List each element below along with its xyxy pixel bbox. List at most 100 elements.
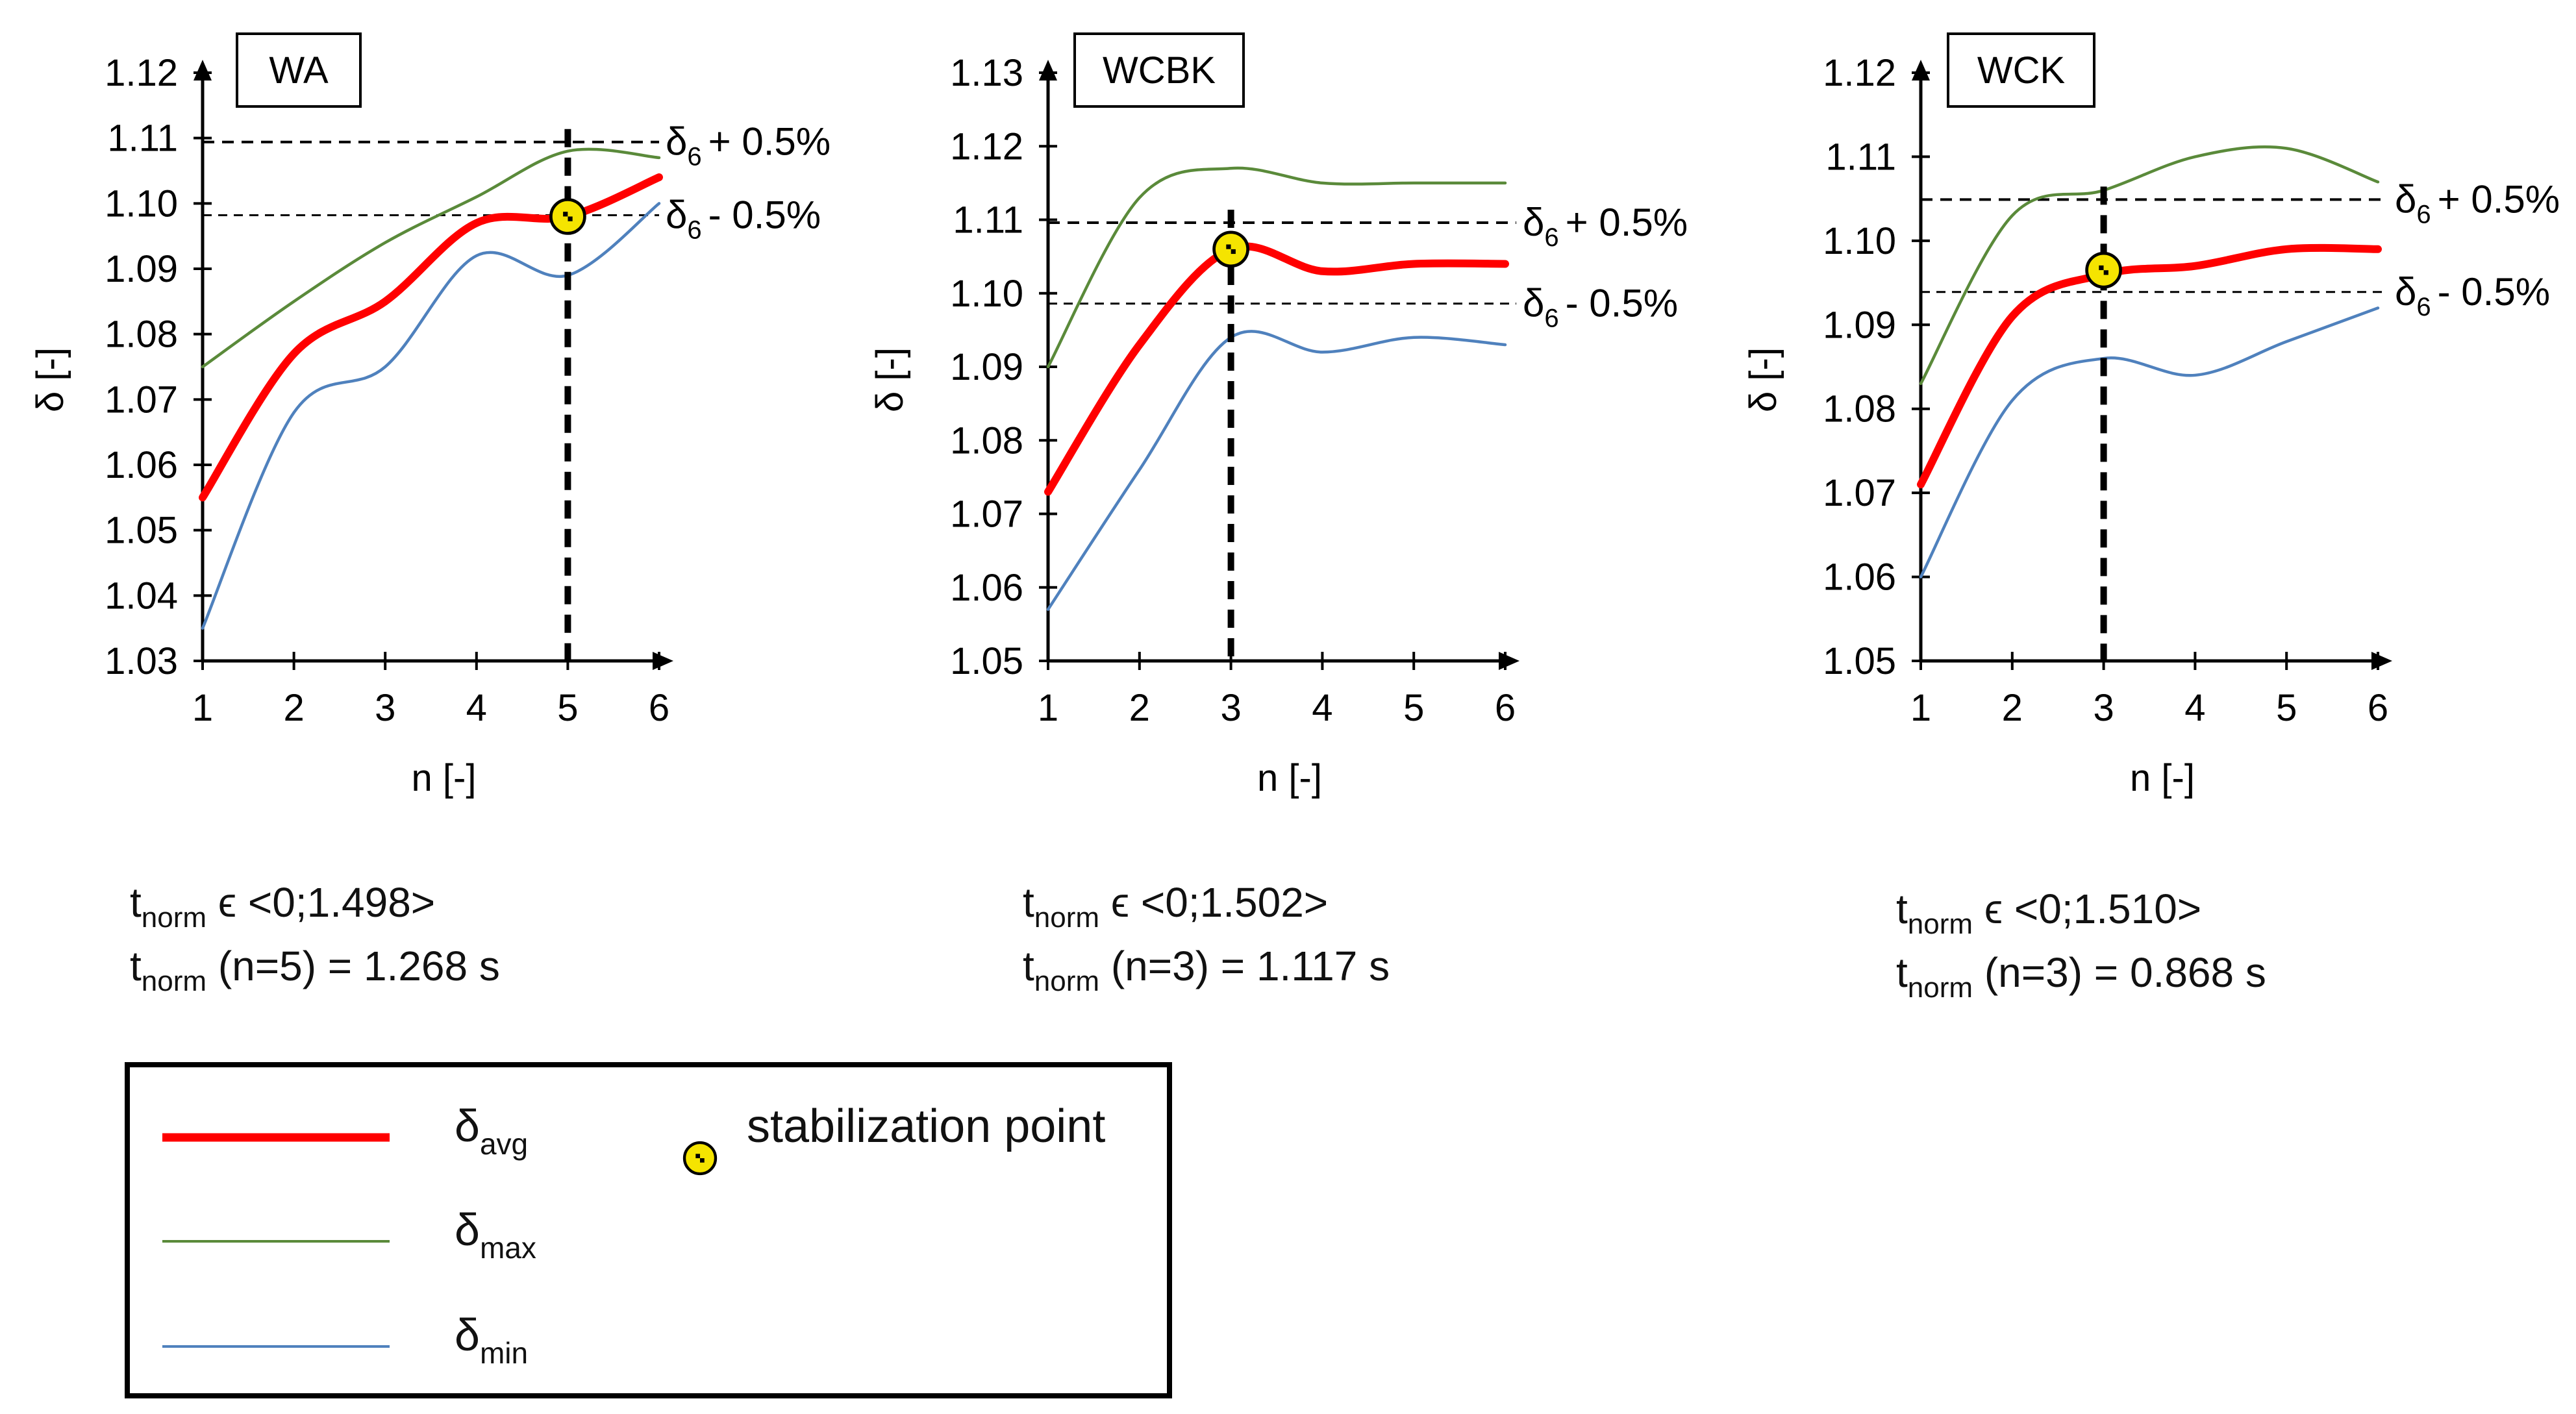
stabilization-marker-check-d (2099, 270, 2104, 275)
y-tick-label: 1.08 (1823, 388, 1896, 430)
band-upper-label: δ6 + 0.5% (2395, 177, 2560, 229)
legend-label-stabilization: stabilization point (747, 1100, 1106, 1152)
x-axis-label: n [-] (2130, 757, 2195, 799)
band-symbol: δ (1523, 282, 1544, 325)
x-tick-label: 6 (1495, 687, 1516, 729)
x-tick-label: 2 (283, 687, 304, 729)
y-tick-label: 1.12 (105, 52, 178, 94)
legend-min-sub: min (479, 1336, 529, 1370)
legend-min-symbol: δ (455, 1309, 480, 1360)
series-delta-avg (199, 173, 663, 502)
y-tick-label: 1.04 (105, 575, 178, 617)
band-symbol: δ (1523, 201, 1544, 244)
tnorm-sub: norm (1907, 908, 1973, 940)
x-axis-arrow (1499, 652, 1519, 670)
x-tick-label: 5 (2276, 687, 2297, 729)
y-tick-label: 1.11 (953, 199, 1023, 242)
tnorm-sub: norm (141, 965, 207, 997)
x-tick-label: 2 (1129, 687, 1150, 729)
y-tick-label: 1.06 (950, 567, 1023, 609)
stabilization-marker-check-a (2099, 265, 2104, 271)
legend-stabilization-marker (682, 1141, 718, 1176)
tnorm-value: (n=5) = 1.268 s (218, 943, 500, 989)
tnorm-sub: norm (1907, 972, 1973, 1004)
x-tick-label: 3 (1220, 687, 1241, 729)
legend-line-max (162, 1240, 390, 1243)
tnorm-range-value: ϵ <0;1.498> (218, 879, 436, 926)
band-upper-label: δ6 + 0.5% (666, 120, 831, 171)
y-tick-label: 1.12 (950, 125, 1023, 167)
tnorm-symbol: t (1023, 943, 1034, 989)
stabilization-marker-check-a (1226, 244, 1231, 249)
y-tick-label: 1.09 (950, 346, 1023, 388)
y-tick-label: 1.06 (105, 444, 178, 486)
y-tick-label: 1.06 (1823, 556, 1896, 599)
tnorm-sub: norm (1034, 902, 1100, 934)
x-tick-label: 4 (466, 687, 487, 729)
x-axis-arrow (2371, 652, 2392, 670)
legend-label-max: δmax (455, 1204, 536, 1265)
tnorm-value-wa: tnorm (n=5) = 1.268 s (130, 941, 500, 999)
legend: δavg stabilization point δmax δmin (125, 1062, 1172, 1398)
x-tick-label: 6 (2368, 687, 2388, 729)
band-sub: 6 (2416, 293, 2431, 321)
tnorm-range-wcbk: tnorm ϵ <0;1.502> (1023, 878, 1328, 936)
stabilization-marker-check-d (1226, 249, 1231, 254)
x-tick-label: 1 (192, 687, 213, 729)
x-tick-label: 3 (375, 687, 395, 729)
band-sub: 6 (1544, 304, 1558, 333)
series-delta-min (1046, 330, 1507, 611)
band-upper-label: δ6 + 0.5% (1523, 201, 1688, 252)
stabilization-marker-check-c (2103, 265, 2108, 271)
stabilization-marker-check-d (563, 216, 568, 221)
legend-max-symbol: δ (455, 1204, 480, 1255)
legend-stabilization-marker-check-c (700, 1154, 705, 1158)
tnorm-symbol: t (1023, 879, 1034, 926)
stabilization-marker-check-b (1231, 249, 1236, 254)
chart-wck: 1.05 1.06 1.07 1.08 1.09 1.10 1.11 1.12 1 2 3 4 5 6 n … (1742, 32, 2560, 799)
series-delta-max (1046, 166, 1507, 369)
stabilization-marker-check-b (568, 216, 573, 221)
x-axis-label: n [-] (1257, 757, 1322, 799)
legend-row-min: δmin (130, 1309, 649, 1374)
legend-avg-symbol: δ (455, 1100, 480, 1151)
stabilization-marker-check-a (563, 212, 568, 217)
legend-row-avg: δavg stabilization point (130, 1100, 1169, 1176)
legend-avg-sub: avg (479, 1127, 529, 1161)
y-axis-label: δ [-] (1742, 347, 1784, 412)
legend-row-max: δmax (130, 1204, 649, 1269)
y-tick-label: 1.08 (950, 419, 1023, 462)
tnorm-range-value: ϵ <0;1.510> (1984, 886, 2202, 932)
y-tick-label: 1.03 (105, 640, 178, 682)
y-tick-label: 1.10 (1823, 220, 1896, 262)
tnorm-range-wa: tnorm ϵ <0;1.498> (130, 878, 435, 936)
x-axis-arrow (653, 652, 673, 670)
stabilization-marker-check-c (568, 212, 573, 217)
x-tick-label: 1 (1038, 687, 1058, 729)
stabilization-marker-check-c (1231, 244, 1236, 249)
chart-title: WCBK (1103, 49, 1216, 92)
y-tick-label: 1.12 (1823, 52, 1896, 94)
y-tick-label: 1.05 (105, 510, 178, 552)
series-delta-min (201, 202, 661, 630)
series-delta-avg (1917, 243, 2382, 489)
stabilization-marker-check-b (2103, 270, 2108, 275)
band-value: + 0.5% (708, 120, 831, 164)
y-tick-label: 1.13 (950, 52, 1023, 94)
tnorm-symbol: t (1896, 949, 1908, 996)
tnorm-symbol: t (130, 943, 142, 989)
y-tick-label: 1.05 (950, 640, 1023, 682)
x-tick-label: 4 (2184, 687, 2205, 729)
legend-stabilization-marker-check-d (695, 1158, 700, 1163)
y-tick-label: 1.09 (105, 248, 178, 290)
tnorm-value: (n=3) = 1.117 s (1110, 943, 1390, 989)
chart-title-box (236, 32, 362, 108)
y-tick-label: 1.09 (1823, 304, 1896, 346)
y-axis-arrow (1039, 60, 1057, 81)
y-tick-label: 1.05 (1823, 640, 1896, 682)
legend-label-avg: δavg (455, 1100, 528, 1161)
x-tick-label: 5 (557, 687, 578, 729)
series-delta-max (201, 147, 661, 369)
legend-max-sub: max (479, 1231, 536, 1265)
